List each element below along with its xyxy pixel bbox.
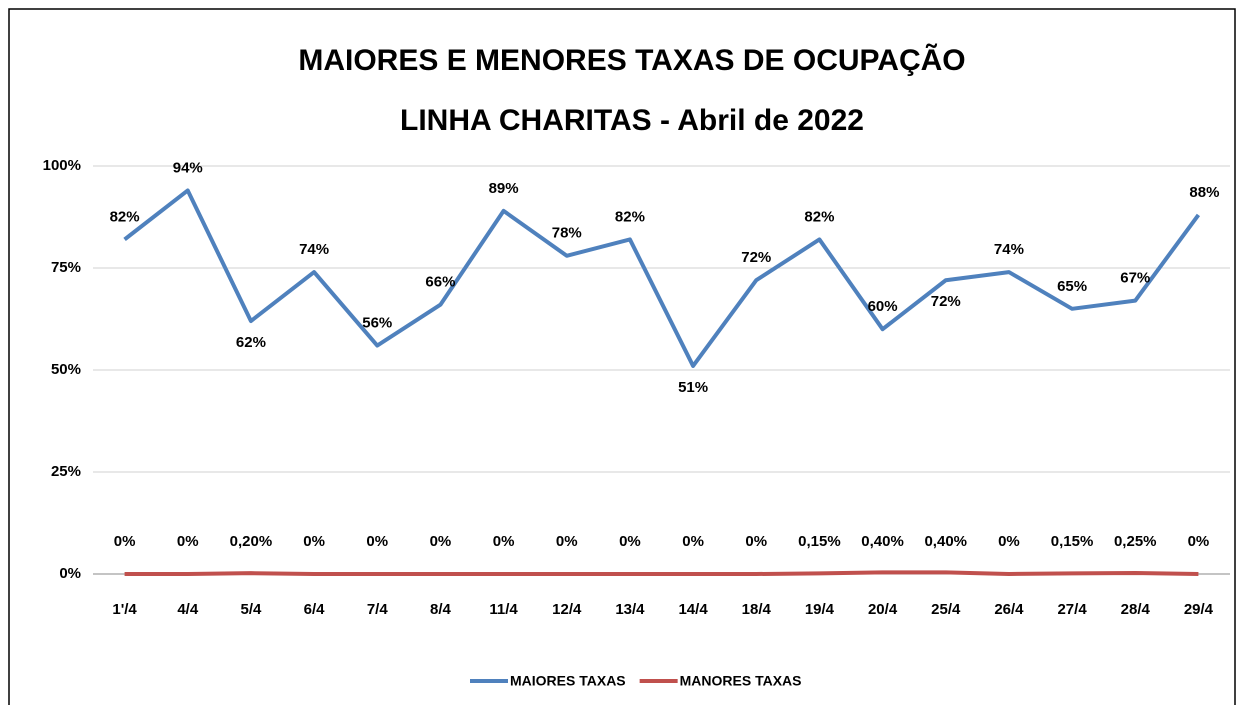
x-tick-label: 1'/4 <box>112 601 137 618</box>
data-label: 74% <box>299 241 329 258</box>
line-series <box>124 570 1199 576</box>
data-label: 65% <box>1057 278 1087 295</box>
data-label: 74% <box>994 241 1024 258</box>
data-label: 0% <box>493 533 515 550</box>
x-tick-label: 28/4 <box>1121 601 1151 618</box>
x-tick-label: 26/4 <box>994 601 1024 618</box>
data-label: 72% <box>741 249 771 266</box>
chart-title: MAIORES E MENORES TAXAS DE OCUPAÇÃO <box>298 43 965 77</box>
data-label: 0% <box>303 533 325 550</box>
legend-label: MANORES TAXAS <box>680 673 802 689</box>
data-label: 78% <box>552 225 582 242</box>
x-tick-label: 27/4 <box>1057 601 1087 618</box>
y-tick-label: 0% <box>59 565 81 582</box>
data-label: 72% <box>931 293 961 310</box>
x-tick-label: 14/4 <box>678 601 708 618</box>
data-label: 0,20% <box>230 533 273 550</box>
data-label: 82% <box>615 208 645 225</box>
data-label: 60% <box>868 298 898 315</box>
data-label: 0% <box>682 533 704 550</box>
data-label: 82% <box>804 208 834 225</box>
x-tick-label: 4/4 <box>177 601 199 618</box>
x-tick-label: 12/4 <box>552 601 582 618</box>
data-label: 67% <box>1120 270 1150 287</box>
data-label: 0% <box>114 533 136 550</box>
y-tick-label: 75% <box>51 259 81 276</box>
data-label: 0% <box>1188 533 1210 550</box>
data-label: 0% <box>745 533 767 550</box>
data-label: 0,15% <box>1051 533 1094 550</box>
data-label: 0,15% <box>798 533 841 550</box>
x-tick-label: 13/4 <box>615 601 645 618</box>
x-tick-label: 18/4 <box>742 601 772 618</box>
line-series <box>123 188 1201 368</box>
y-tick-label: 100% <box>43 157 81 174</box>
data-label: 62% <box>236 334 266 351</box>
x-tick-label: 7/4 <box>367 601 389 618</box>
x-tick-label: 11/4 <box>489 601 518 618</box>
data-label: 0% <box>556 533 578 550</box>
data-label: 89% <box>489 180 519 197</box>
x-tick-label: 25/4 <box>931 601 961 618</box>
data-label: 0% <box>998 533 1020 550</box>
data-label: 51% <box>678 379 708 396</box>
data-label: 56% <box>362 314 392 331</box>
x-tick-label: 5/4 <box>240 601 262 618</box>
data-label: 82% <box>110 208 140 225</box>
data-label: 0% <box>619 533 641 550</box>
data-label: 88% <box>1189 184 1219 201</box>
x-tick-label: 20/4 <box>868 601 898 618</box>
data-label: 0% <box>177 533 199 550</box>
x-tick-label: 6/4 <box>304 601 326 618</box>
x-tick-label: 8/4 <box>430 601 452 618</box>
x-tick-label: 19/4 <box>805 601 835 618</box>
data-label: 0,25% <box>1114 533 1157 550</box>
y-tick-label: 50% <box>51 361 81 378</box>
data-label: 0% <box>366 533 388 550</box>
data-label: 0% <box>430 533 452 550</box>
data-label: 0,40% <box>924 533 967 550</box>
x-tick-label: 29/4 <box>1184 601 1214 618</box>
data-label: 0,40% <box>861 533 904 550</box>
legend-label: MAIORES TAXAS <box>510 673 626 689</box>
data-label: 94% <box>173 159 203 176</box>
chart-subtitle: LINHA CHARITAS - Abril de 2022 <box>400 104 864 137</box>
data-label: 66% <box>425 274 455 291</box>
y-tick-label: 25% <box>51 463 81 480</box>
chart-frame <box>8 8 1236 705</box>
